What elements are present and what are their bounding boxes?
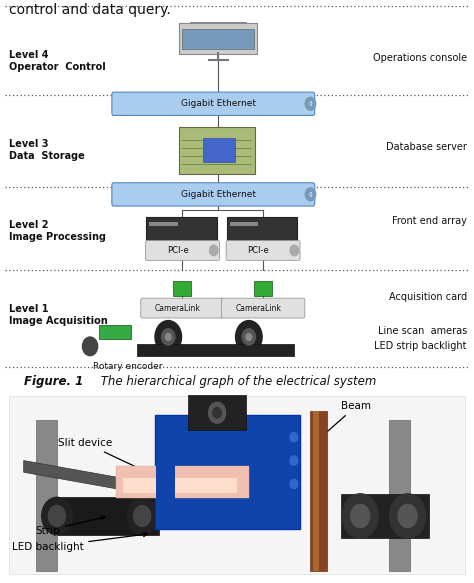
FancyBboxPatch shape: [141, 298, 224, 318]
FancyBboxPatch shape: [230, 222, 258, 226]
Text: Operations console: Operations console: [373, 53, 467, 63]
Text: Level 2
Image Processing: Level 2 Image Processing: [9, 220, 107, 243]
FancyBboxPatch shape: [254, 281, 272, 296]
FancyBboxPatch shape: [182, 29, 254, 50]
Circle shape: [290, 479, 298, 489]
Circle shape: [246, 333, 252, 340]
FancyBboxPatch shape: [116, 466, 249, 498]
FancyBboxPatch shape: [221, 298, 305, 318]
FancyBboxPatch shape: [188, 395, 246, 430]
Circle shape: [305, 97, 316, 110]
Text: Front end array: Front end array: [392, 216, 467, 226]
Circle shape: [390, 494, 426, 538]
Circle shape: [210, 245, 218, 256]
Text: Rotary encoder: Rotary encoder: [93, 362, 163, 371]
Circle shape: [305, 188, 316, 201]
Text: LED strip backlight: LED strip backlight: [374, 341, 467, 352]
Circle shape: [290, 245, 299, 256]
Circle shape: [213, 408, 221, 418]
Polygon shape: [24, 461, 171, 498]
Circle shape: [342, 494, 378, 538]
Text: Gigabit Ethernet: Gigabit Ethernet: [181, 190, 255, 199]
Text: LED backlight: LED backlight: [11, 532, 147, 552]
FancyBboxPatch shape: [310, 411, 327, 571]
FancyBboxPatch shape: [149, 222, 178, 226]
Circle shape: [42, 497, 72, 535]
Circle shape: [155, 321, 182, 353]
FancyBboxPatch shape: [9, 396, 465, 574]
FancyBboxPatch shape: [112, 92, 315, 115]
FancyBboxPatch shape: [43, 497, 159, 535]
Text: Level 1
Image Acquisition: Level 1 Image Acquisition: [9, 304, 108, 326]
FancyBboxPatch shape: [203, 138, 235, 162]
Text: CameraLink: CameraLink: [155, 304, 201, 312]
Text: Figure. 1: Figure. 1: [24, 375, 83, 388]
Circle shape: [209, 402, 226, 423]
FancyBboxPatch shape: [137, 343, 294, 356]
Text: Acquisition card: Acquisition card: [389, 292, 467, 301]
Text: PCI-e: PCI-e: [167, 246, 189, 255]
Circle shape: [134, 505, 151, 526]
Circle shape: [236, 321, 262, 353]
Text: Strip: Strip: [35, 516, 105, 536]
FancyBboxPatch shape: [112, 182, 315, 206]
Text: Beam: Beam: [321, 401, 371, 437]
FancyBboxPatch shape: [155, 415, 300, 529]
FancyBboxPatch shape: [227, 217, 297, 240]
Circle shape: [290, 433, 298, 442]
Text: Gigabit Ethernet: Gigabit Ethernet: [181, 99, 255, 108]
Text: control and data query.: control and data query.: [9, 3, 171, 17]
FancyBboxPatch shape: [99, 325, 131, 339]
Circle shape: [165, 333, 171, 340]
Circle shape: [398, 504, 417, 528]
Circle shape: [351, 504, 370, 528]
FancyBboxPatch shape: [313, 411, 319, 571]
Text: Slit device: Slit device: [58, 438, 162, 479]
Text: (): (): [308, 101, 313, 106]
FancyBboxPatch shape: [173, 281, 191, 296]
FancyBboxPatch shape: [179, 127, 255, 174]
FancyBboxPatch shape: [226, 241, 300, 261]
Text: PCI-e: PCI-e: [247, 246, 269, 255]
FancyBboxPatch shape: [341, 494, 429, 538]
FancyBboxPatch shape: [179, 23, 257, 54]
Circle shape: [290, 456, 298, 465]
Circle shape: [82, 337, 98, 356]
FancyBboxPatch shape: [389, 420, 410, 571]
Circle shape: [162, 329, 175, 345]
FancyBboxPatch shape: [156, 417, 175, 528]
Circle shape: [48, 505, 65, 526]
Text: Camera: Camera: [188, 396, 229, 424]
FancyBboxPatch shape: [123, 478, 237, 493]
Text: Level 4
Operator  Control: Level 4 Operator Control: [9, 50, 106, 72]
FancyBboxPatch shape: [36, 420, 57, 571]
Circle shape: [242, 329, 255, 345]
FancyBboxPatch shape: [146, 217, 217, 240]
Text: Level 3
Data  Storage: Level 3 Data Storage: [9, 139, 85, 161]
FancyBboxPatch shape: [280, 417, 299, 528]
Circle shape: [127, 497, 157, 535]
Text: (): (): [308, 192, 313, 197]
Text: CameraLink: CameraLink: [236, 304, 281, 312]
FancyBboxPatch shape: [146, 241, 219, 261]
Text: Database server: Database server: [386, 142, 467, 152]
Text: Line scan  ameras: Line scan ameras: [378, 326, 467, 336]
Text: The hierarchical graph of the electrical system: The hierarchical graph of the electrical…: [97, 375, 376, 388]
